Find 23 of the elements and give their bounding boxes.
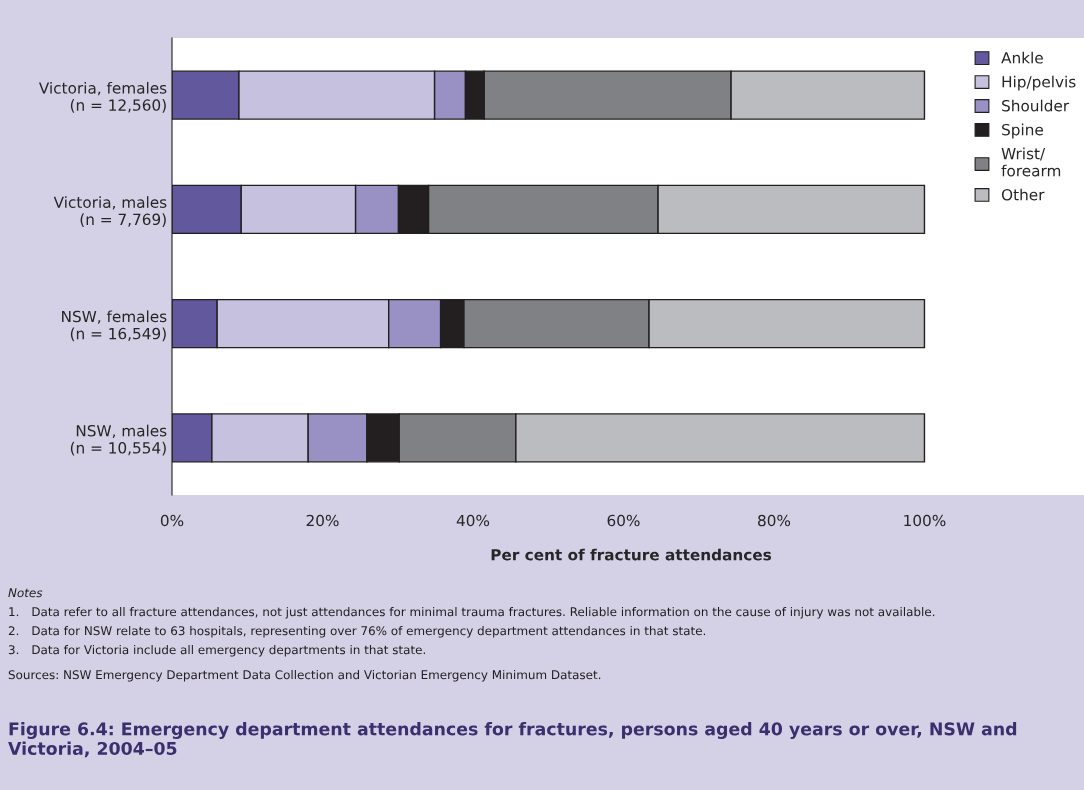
text: 3. Data for Victoria include all emergency departments in that state.	[8, 645, 425, 657]
text: 2. Data for NSW relate to 63 hospitals, representing over 76% of emergency department attendances in that state.	[8, 626, 706, 638]
x-tick-label: 40%	[456, 514, 490, 527]
y-tick-label: NSW, males (n = 10,554)	[70, 424, 167, 456]
text: Figure 6.4: Emergency department attendances for fractures, persons aged 40 years or over, NSW and Victoria, 2004–05	[8, 722, 1017, 758]
x-axis-title: Per cent of fracture attendances	[491, 548, 772, 561]
x-tick-label: 20%	[306, 514, 339, 527]
source-note: Sources: NSW Emergency Department Data Collection and Victorian Emergency Minimum Dataset.	[8, 670, 601, 682]
text: Notes	[8, 588, 43, 598]
legend-label: Hip/pelvis	[1002, 75, 1076, 91]
x-tick-label: 60%	[607, 514, 640, 527]
y-tick-label: NSW, females (n = 16,549)	[62, 310, 167, 342]
y-tick-label: Victoria, males (n = 7,769)	[53, 196, 167, 227]
x-tick-label: 100%	[904, 514, 946, 527]
legend-label: Ankle	[1001, 51, 1043, 64]
x-tick-label: 0%	[160, 514, 184, 527]
legend-label: Shoulder	[1002, 99, 1070, 112]
legend-label: Wrist/ forearm	[1001, 147, 1061, 177]
x-tick-label: 80%	[758, 514, 791, 527]
y-tick-label: Victoria, females (n = 12,560)	[38, 81, 167, 113]
legend-label: Spine	[1002, 123, 1043, 139]
text: 1. Data refer to all fracture attendances, not just attendances for minimal trauma fractures. Reliable information on the cause of injury was not available.	[9, 607, 935, 619]
legend-label: Other	[1001, 188, 1045, 201]
